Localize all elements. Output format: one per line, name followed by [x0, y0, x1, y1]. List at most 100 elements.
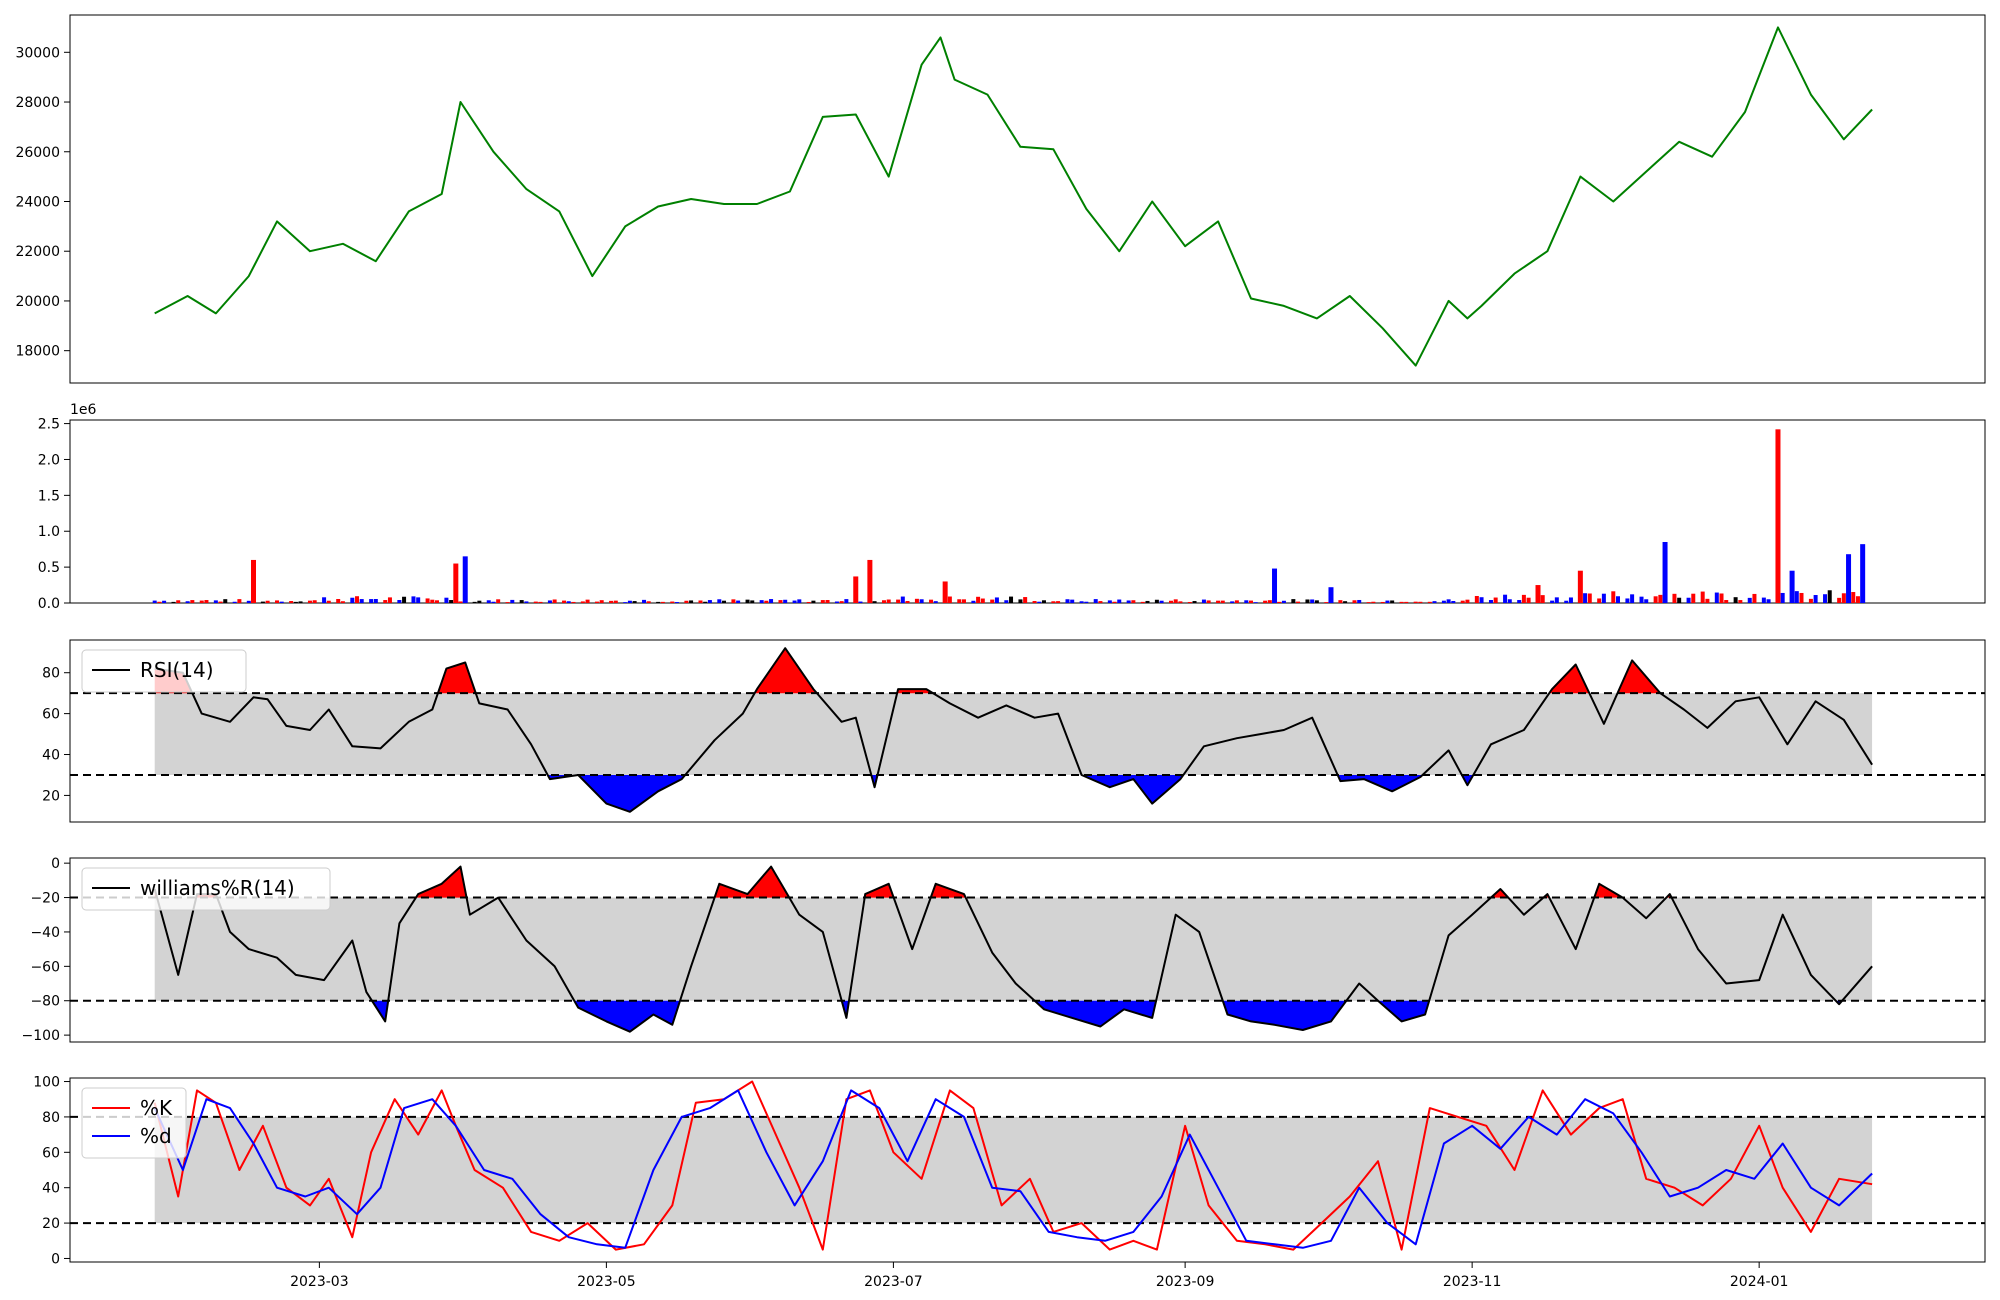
volume-bar — [359, 599, 364, 603]
y-tick-label: 20 — [42, 1216, 60, 1232]
volume-bar — [717, 599, 722, 603]
y-tick-label: 24000 — [15, 194, 60, 210]
volume-bar — [1705, 598, 1710, 603]
volume-bar — [1601, 593, 1606, 603]
volume-bar — [942, 581, 948, 603]
y-tick-label: 30000 — [15, 45, 60, 61]
volume-bar — [764, 600, 769, 603]
volume-bar — [265, 600, 270, 603]
volume-bar — [1611, 591, 1616, 603]
volume-bar — [152, 600, 157, 603]
volume-bar — [1517, 600, 1522, 603]
volume-bar — [1577, 570, 1583, 603]
y-tick-label: −60 — [30, 959, 60, 975]
volume-bar — [933, 601, 938, 603]
panel-2-frame — [69, 639, 1986, 823]
volume-bar — [623, 602, 628, 603]
volume-bar — [1855, 596, 1860, 603]
volume-bar — [1625, 598, 1630, 603]
volume-bar — [1761, 597, 1766, 603]
y-tick-label: −20 — [30, 891, 60, 907]
volume-bar — [707, 600, 712, 603]
volume-bar — [703, 601, 708, 603]
volume-bar — [1488, 600, 1493, 603]
volume-bar — [1216, 600, 1221, 603]
volume-bar — [232, 601, 237, 603]
volume-bar — [1338, 600, 1343, 603]
neutral-band — [154, 1116, 1873, 1224]
volume-bar — [670, 601, 675, 603]
volume-bar — [1281, 600, 1286, 603]
volume-bar — [1018, 599, 1023, 603]
volume-bar — [486, 600, 491, 603]
volume-bar — [1296, 601, 1301, 603]
volume-bar — [844, 599, 849, 603]
volume-bar — [1112, 601, 1117, 603]
volume-bar — [1154, 599, 1159, 603]
x-tick-label: 2023-07 — [864, 1274, 923, 1290]
y-tick-label: 22000 — [15, 244, 60, 260]
panel-4-frame — [69, 1077, 1986, 1263]
volume-bar — [797, 599, 802, 603]
volume-bar — [858, 601, 863, 603]
y-tick-label: 1.5 — [38, 488, 60, 504]
volume-bar — [472, 601, 477, 603]
volume-bar — [171, 601, 176, 603]
volume-bar — [769, 599, 774, 603]
volume-bar — [185, 601, 190, 603]
volume-bar — [1004, 600, 1009, 603]
volume-bar — [1324, 602, 1329, 603]
volume-bar — [660, 601, 665, 603]
volume-bar — [914, 598, 919, 603]
volume-bar — [1752, 593, 1757, 603]
volume-bar — [562, 600, 567, 603]
volume-bar — [599, 600, 604, 603]
volume-bar — [1432, 601, 1437, 603]
legend-box — [81, 649, 247, 693]
volume-bar — [825, 600, 830, 603]
volume-bar — [1267, 600, 1272, 603]
y-tick-label: 0.0 — [38, 596, 60, 612]
volume-bar — [1173, 599, 1178, 603]
volume-bar — [1493, 597, 1498, 603]
volume-bar — [976, 596, 981, 603]
volume-bar — [792, 600, 797, 603]
volume-bar — [585, 599, 590, 603]
volume-bar — [627, 600, 632, 603]
volume-bar — [1380, 601, 1385, 603]
volume-bar — [1352, 600, 1357, 603]
legend-label: williams%R(14) — [140, 876, 295, 900]
volume-bar — [1799, 592, 1804, 603]
volume-bar — [1305, 599, 1310, 603]
y-tick-label: 80 — [42, 1110, 60, 1126]
y-tick-label: 0 — [51, 856, 60, 872]
volume-bar — [642, 599, 647, 603]
volume-bar — [1206, 600, 1211, 603]
volume-bar — [190, 600, 195, 603]
volume-bar — [1587, 593, 1592, 603]
volume-bar — [919, 599, 924, 603]
legend-label: RSI(14) — [140, 658, 214, 682]
volume-bar — [1780, 592, 1785, 603]
volume-bar — [1686, 597, 1691, 603]
volume-bar — [293, 601, 298, 603]
volume-bar — [547, 600, 552, 603]
volume-bar — [449, 600, 454, 603]
volume-bar — [1023, 597, 1028, 603]
y-tick-label: −80 — [30, 994, 60, 1010]
volume-bar — [1719, 593, 1724, 603]
panel-3-frame — [69, 857, 1986, 1043]
volume-bar — [1526, 597, 1531, 603]
legend-box — [81, 1087, 187, 1159]
volume-bar — [510, 599, 515, 603]
volume-bar — [204, 600, 209, 603]
volume-bar — [1738, 600, 1743, 603]
volume-bar — [1117, 599, 1122, 603]
x-tick-label: 2023-11 — [1443, 1274, 1502, 1290]
stoch-line-1 — [153, 1089, 1873, 1249]
volume-bar — [223, 599, 228, 603]
volume-bar — [1065, 599, 1070, 603]
volume-bar — [1263, 600, 1268, 603]
volume-bar — [1070, 599, 1075, 603]
volume-bar — [783, 599, 788, 603]
